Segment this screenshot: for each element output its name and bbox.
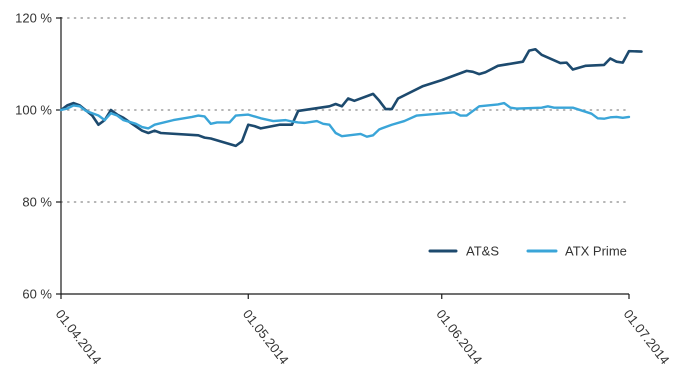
series-lines xyxy=(59,47,643,148)
x-tick-label: 01.06.2014 xyxy=(433,307,485,368)
series-line-at-s xyxy=(59,47,643,148)
legend: AT&S ATX Prime xyxy=(428,244,627,259)
y-tick-labels: 60 % 80 % 100 % 120 % xyxy=(15,11,52,302)
x-tick-labels: 01.04.2014 01.05.2014 01.06.2014 01.07.2014 xyxy=(53,307,673,368)
x-tick-label: 01.05.2014 xyxy=(240,307,292,368)
series-line-atx-prime xyxy=(59,101,631,138)
legend-label-ats: AT&S xyxy=(466,244,499,259)
y-tick-label: 100 % xyxy=(15,103,52,118)
axes xyxy=(56,17,630,299)
x-tick-label: 01.07.2014 xyxy=(621,307,673,368)
grid-lines xyxy=(60,17,630,203)
x-tick-label: 01.04.2014 xyxy=(53,307,105,368)
y-tick-label: 60 % xyxy=(22,287,52,302)
y-tick-label: 120 % xyxy=(15,11,52,26)
y-tick-label: 80 % xyxy=(22,195,52,210)
legend-label-atx-prime: ATX Prime xyxy=(565,244,627,259)
